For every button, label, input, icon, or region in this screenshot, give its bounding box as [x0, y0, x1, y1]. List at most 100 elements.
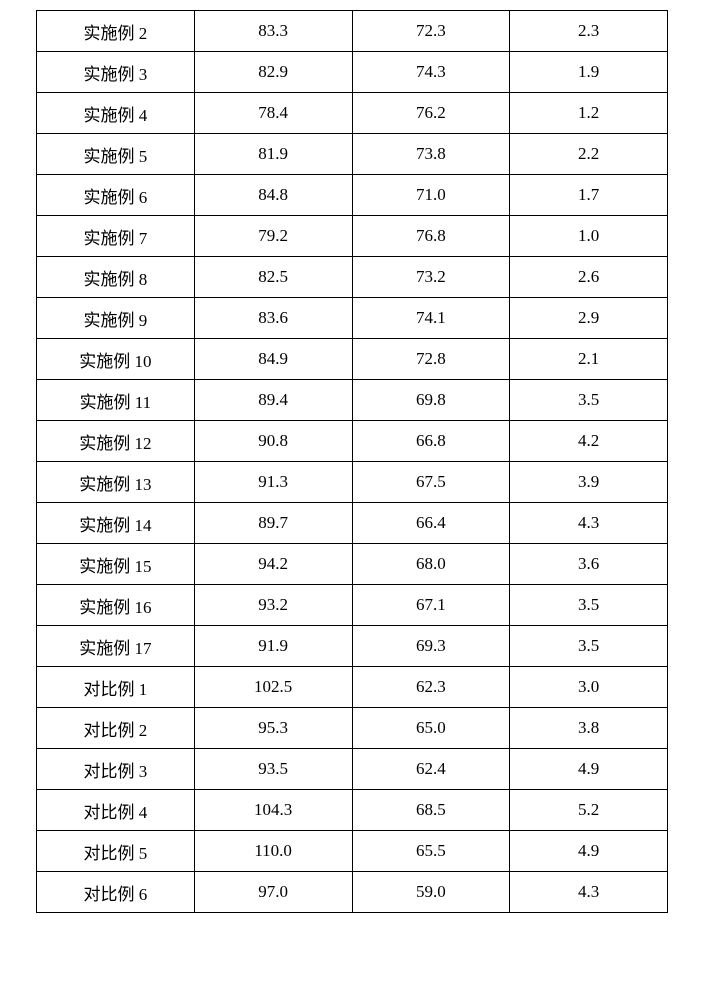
table-row: 实施例 1290.866.84.2	[37, 421, 668, 462]
table-cell: 实施例 7	[37, 216, 195, 257]
table-cell: 实施例 17	[37, 626, 195, 667]
data-table: 实施例 283.372.32.3实施例 382.974.31.9实施例 478.…	[36, 10, 668, 913]
table-row: 实施例 1594.268.03.6	[37, 544, 668, 585]
table-cell: 67.5	[352, 462, 510, 503]
table-cell: 实施例 12	[37, 421, 195, 462]
table-cell: 68.5	[352, 790, 510, 831]
table-cell: 实施例 15	[37, 544, 195, 585]
table-cell: 3.8	[510, 708, 668, 749]
table-cell: 94.2	[194, 544, 352, 585]
table-row: 对比例 4104.368.55.2	[37, 790, 668, 831]
table-cell: 4.9	[510, 749, 668, 790]
table-cell: 68.0	[352, 544, 510, 585]
table-row: 实施例 1693.267.13.5	[37, 585, 668, 626]
table-cell: 实施例 10	[37, 339, 195, 380]
table-row: 对比例 5110.065.54.9	[37, 831, 668, 872]
table-cell: 对比例 5	[37, 831, 195, 872]
table-row: 实施例 983.674.12.9	[37, 298, 668, 339]
table-cell: 2.6	[510, 257, 668, 298]
table-cell: 72.3	[352, 11, 510, 52]
table-cell: 81.9	[194, 134, 352, 175]
table-cell: 66.8	[352, 421, 510, 462]
table-row: 实施例 1189.469.83.5	[37, 380, 668, 421]
table-cell: 对比例 6	[37, 872, 195, 913]
table-cell: 95.3	[194, 708, 352, 749]
table-cell: 84.8	[194, 175, 352, 216]
table-cell: 65.5	[352, 831, 510, 872]
table-cell: 74.1	[352, 298, 510, 339]
table-row: 实施例 382.974.31.9	[37, 52, 668, 93]
table-cell: 实施例 16	[37, 585, 195, 626]
table-cell: 3.0	[510, 667, 668, 708]
table-cell: 72.8	[352, 339, 510, 380]
table-cell: 78.4	[194, 93, 352, 134]
table-cell: 实施例 4	[37, 93, 195, 134]
table-cell: 90.8	[194, 421, 352, 462]
table-cell: 91.3	[194, 462, 352, 503]
table-cell: 4.3	[510, 503, 668, 544]
table-row: 实施例 1791.969.33.5	[37, 626, 668, 667]
table-cell: 实施例 5	[37, 134, 195, 175]
table-cell: 104.3	[194, 790, 352, 831]
table-cell: 62.3	[352, 667, 510, 708]
table-cell: 实施例 14	[37, 503, 195, 544]
table-row: 实施例 1084.972.82.1	[37, 339, 668, 380]
table-cell: 3.5	[510, 626, 668, 667]
table-row: 实施例 779.276.81.0	[37, 216, 668, 257]
table-row: 实施例 684.871.01.7	[37, 175, 668, 216]
table-cell: 对比例 3	[37, 749, 195, 790]
table-cell: 2.1	[510, 339, 668, 380]
table-cell: 74.3	[352, 52, 510, 93]
table-row: 实施例 283.372.32.3	[37, 11, 668, 52]
table-cell: 实施例 3	[37, 52, 195, 93]
table-cell: 对比例 1	[37, 667, 195, 708]
table-cell: 65.0	[352, 708, 510, 749]
table-row: 实施例 478.476.21.2	[37, 93, 668, 134]
table-cell: 76.2	[352, 93, 510, 134]
table-cell: 71.0	[352, 175, 510, 216]
table-cell: 2.2	[510, 134, 668, 175]
table-cell: 4.3	[510, 872, 668, 913]
table-cell: 82.9	[194, 52, 352, 93]
table-row: 对比例 697.059.04.3	[37, 872, 668, 913]
table-cell: 83.6	[194, 298, 352, 339]
table-cell: 76.8	[352, 216, 510, 257]
table-cell: 1.2	[510, 93, 668, 134]
table-cell: 83.3	[194, 11, 352, 52]
table-cell: 66.4	[352, 503, 510, 544]
table-cell: 4.2	[510, 421, 668, 462]
table-row: 对比例 393.562.44.9	[37, 749, 668, 790]
table-cell: 实施例 11	[37, 380, 195, 421]
table-row: 实施例 1391.367.53.9	[37, 462, 668, 503]
table-cell: 82.5	[194, 257, 352, 298]
table-cell: 89.4	[194, 380, 352, 421]
table-cell: 1.9	[510, 52, 668, 93]
table-cell: 73.2	[352, 257, 510, 298]
table-cell: 对比例 2	[37, 708, 195, 749]
table-cell: 84.9	[194, 339, 352, 380]
table-cell: 5.2	[510, 790, 668, 831]
table-row: 实施例 1489.766.44.3	[37, 503, 668, 544]
table-cell: 实施例 13	[37, 462, 195, 503]
table-body: 实施例 283.372.32.3实施例 382.974.31.9实施例 478.…	[37, 11, 668, 913]
table-cell: 3.9	[510, 462, 668, 503]
table-cell: 对比例 4	[37, 790, 195, 831]
table-cell: 102.5	[194, 667, 352, 708]
table-cell: 79.2	[194, 216, 352, 257]
table-cell: 实施例 9	[37, 298, 195, 339]
page: 实施例 283.372.32.3实施例 382.974.31.9实施例 478.…	[0, 0, 704, 1000]
table-cell: 62.4	[352, 749, 510, 790]
table-cell: 实施例 8	[37, 257, 195, 298]
table-cell: 59.0	[352, 872, 510, 913]
table-cell: 91.9	[194, 626, 352, 667]
table-cell: 实施例 2	[37, 11, 195, 52]
table-cell: 73.8	[352, 134, 510, 175]
table-cell: 69.3	[352, 626, 510, 667]
table-row: 实施例 581.973.82.2	[37, 134, 668, 175]
table-cell: 97.0	[194, 872, 352, 913]
table-cell: 3.5	[510, 585, 668, 626]
table-cell: 3.6	[510, 544, 668, 585]
table-cell: 2.9	[510, 298, 668, 339]
table-cell: 89.7	[194, 503, 352, 544]
table-cell: 67.1	[352, 585, 510, 626]
